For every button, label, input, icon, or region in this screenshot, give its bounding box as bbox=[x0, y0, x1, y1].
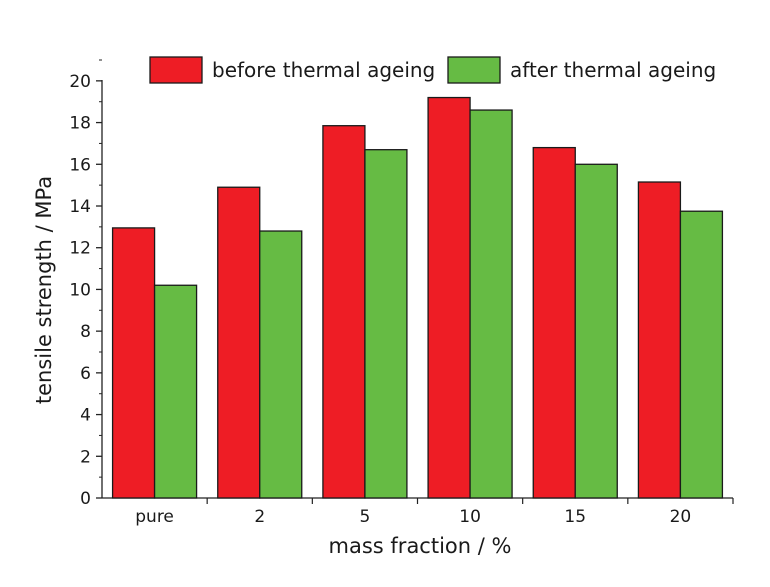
bar-before bbox=[111, 227, 156, 499]
bar-before bbox=[427, 96, 471, 499]
bar-before bbox=[217, 186, 261, 499]
y-tick-label: 4 bbox=[80, 406, 91, 426]
bar-after bbox=[153, 284, 198, 499]
bar-after bbox=[259, 230, 303, 499]
x-tick-label: 10 bbox=[459, 507, 481, 527]
bar-before bbox=[322, 125, 366, 499]
bar-before bbox=[532, 146, 576, 499]
y-tick-label: 0 bbox=[80, 489, 91, 509]
y-tick-label: 8 bbox=[80, 322, 91, 342]
x-tick-label: 2 bbox=[254, 507, 265, 527]
x-tick-label: 15 bbox=[564, 507, 586, 527]
x-tick-label: 5 bbox=[360, 507, 371, 527]
x-axis-label: mass fraction / % bbox=[329, 534, 512, 558]
bar-before bbox=[637, 181, 682, 499]
x-tick-label: 20 bbox=[670, 507, 692, 527]
y-tick-label: 16 bbox=[69, 155, 91, 175]
bar-after bbox=[364, 149, 408, 499]
y-tick-label: 14 bbox=[69, 197, 91, 217]
bar-after bbox=[679, 210, 724, 499]
y-tick-label: 10 bbox=[69, 280, 91, 300]
y-tick-label: 2 bbox=[80, 447, 91, 467]
bar-after bbox=[469, 109, 513, 499]
chart-ticks: 0 2 4 6 8 10 12 14 16 18 20 pure 2 5 10 15 20 bbox=[69, 59, 734, 527]
legend-swatch bbox=[149, 56, 203, 84]
legend-label: before thermal ageing bbox=[212, 58, 435, 82]
legend-label: after thermal ageing bbox=[510, 58, 716, 82]
bar-after bbox=[574, 163, 618, 499]
y-tick-label: 20 bbox=[69, 72, 91, 92]
x-tick-label: pure bbox=[135, 507, 174, 527]
legend-swatch bbox=[447, 56, 501, 84]
y-axis-label: tensile strength / MPa bbox=[32, 176, 56, 404]
chart-legend: before thermal ageing after thermal agein… bbox=[149, 56, 716, 84]
y-tick-label: 6 bbox=[80, 364, 91, 384]
y-tick-label: 18 bbox=[69, 114, 91, 134]
y-tick-label: 12 bbox=[69, 239, 91, 259]
chart-bars bbox=[111, 96, 724, 499]
